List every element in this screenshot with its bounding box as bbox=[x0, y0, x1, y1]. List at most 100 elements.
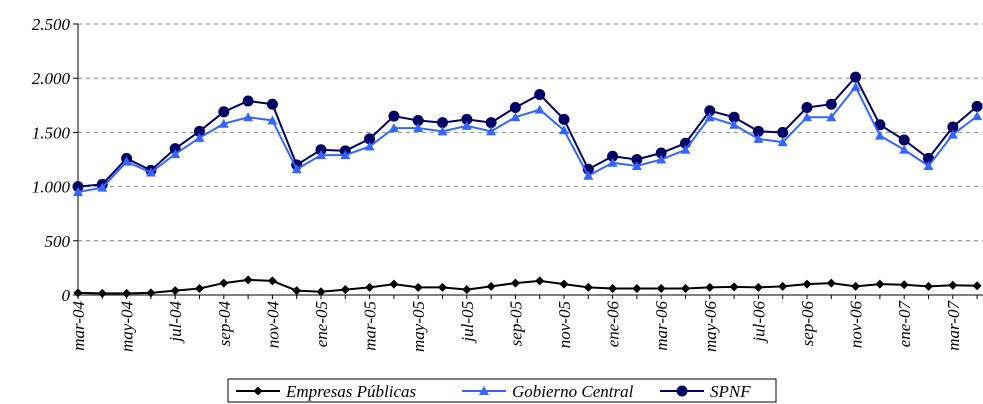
marker bbox=[97, 288, 107, 298]
marker bbox=[194, 125, 205, 137]
marker bbox=[437, 117, 448, 129]
marker bbox=[826, 278, 836, 288]
marker bbox=[253, 386, 263, 396]
marker bbox=[316, 150, 326, 160]
y-tick-label: 1.500 bbox=[32, 123, 71, 142]
marker bbox=[899, 280, 909, 290]
marker bbox=[316, 287, 326, 297]
marker bbox=[778, 281, 788, 291]
marker bbox=[826, 112, 837, 122]
marker bbox=[97, 182, 108, 192]
marker bbox=[388, 110, 400, 122]
marker bbox=[485, 117, 497, 129]
marker bbox=[559, 125, 569, 135]
marker bbox=[632, 283, 642, 293]
marker bbox=[899, 144, 910, 154]
marker bbox=[753, 133, 764, 143]
marker bbox=[704, 112, 715, 122]
marker bbox=[510, 278, 520, 288]
legend: Empresas Públicas Gobierno Central SPNF bbox=[227, 378, 777, 403]
marker bbox=[705, 282, 715, 292]
legend-label: Gobierno Central bbox=[512, 382, 634, 401]
marker bbox=[923, 161, 934, 171]
marker bbox=[559, 279, 569, 289]
marker bbox=[898, 134, 910, 146]
marker bbox=[729, 282, 739, 292]
marker bbox=[874, 119, 886, 131]
marker bbox=[364, 133, 376, 145]
x-tick-label: jul-06 bbox=[749, 301, 768, 344]
y-tick-label: 500 bbox=[45, 232, 71, 251]
marker bbox=[704, 105, 716, 117]
marker bbox=[73, 288, 83, 298]
marker bbox=[947, 121, 959, 133]
marker bbox=[676, 385, 688, 397]
marker bbox=[194, 132, 205, 142]
x-tick-label: may-06 bbox=[701, 301, 720, 352]
marker bbox=[389, 279, 399, 289]
legend-label: SPNF bbox=[710, 382, 751, 401]
x-tick-label: mar-06 bbox=[652, 301, 671, 351]
x-tick-label: nov-05 bbox=[555, 301, 574, 348]
x-tick-label: jul-04 bbox=[166, 301, 185, 344]
marker bbox=[413, 123, 424, 133]
x-tick-label: mar-05 bbox=[361, 301, 380, 351]
marker bbox=[681, 283, 690, 293]
marker bbox=[631, 154, 643, 165]
marker bbox=[340, 150, 351, 160]
marker bbox=[437, 126, 448, 136]
x-tick-label: mar-04 bbox=[69, 301, 88, 351]
marker bbox=[875, 279, 885, 289]
marker bbox=[535, 276, 545, 286]
marker bbox=[413, 282, 423, 292]
marker bbox=[462, 285, 472, 295]
marker bbox=[388, 123, 399, 133]
marker bbox=[510, 112, 521, 122]
marker bbox=[583, 282, 593, 292]
marker bbox=[145, 167, 156, 177]
marker bbox=[583, 170, 594, 180]
y-tick-label: 0 bbox=[62, 286, 71, 305]
y-tick-label: 2.500 bbox=[32, 15, 71, 34]
marker bbox=[850, 81, 861, 91]
x-tick-label: sep-06 bbox=[798, 301, 817, 347]
marker bbox=[486, 281, 496, 291]
marker bbox=[874, 130, 885, 140]
marker bbox=[461, 120, 472, 130]
marker bbox=[607, 150, 619, 162]
marker bbox=[802, 112, 812, 122]
marker bbox=[801, 101, 813, 113]
marker bbox=[948, 280, 958, 290]
marker bbox=[656, 283, 666, 293]
x-tick-label: nov-04 bbox=[263, 301, 282, 349]
marker bbox=[655, 147, 667, 159]
marker bbox=[242, 95, 254, 107]
marker bbox=[656, 154, 667, 164]
marker bbox=[218, 106, 230, 118]
marker bbox=[72, 181, 84, 193]
marker bbox=[729, 119, 740, 129]
x-tick-label: mar-07 bbox=[944, 300, 963, 351]
marker bbox=[752, 125, 764, 137]
marker bbox=[777, 137, 788, 147]
marker bbox=[243, 275, 253, 285]
marker bbox=[802, 279, 812, 289]
x-tick-label: sep-05 bbox=[506, 301, 525, 346]
marker bbox=[509, 101, 521, 113]
marker bbox=[267, 115, 278, 125]
marker bbox=[479, 386, 489, 395]
marker bbox=[315, 144, 327, 156]
marker bbox=[365, 282, 375, 292]
marker bbox=[291, 164, 302, 174]
marker bbox=[947, 129, 958, 139]
marker bbox=[972, 281, 982, 291]
marker bbox=[170, 149, 181, 159]
x-tick-label: ene-05 bbox=[312, 301, 331, 347]
marker bbox=[219, 278, 229, 288]
marker bbox=[608, 283, 618, 293]
marker bbox=[266, 98, 278, 110]
marker bbox=[972, 111, 983, 121]
legend-label: Empresas Públicas bbox=[285, 382, 417, 401]
marker bbox=[267, 276, 277, 286]
